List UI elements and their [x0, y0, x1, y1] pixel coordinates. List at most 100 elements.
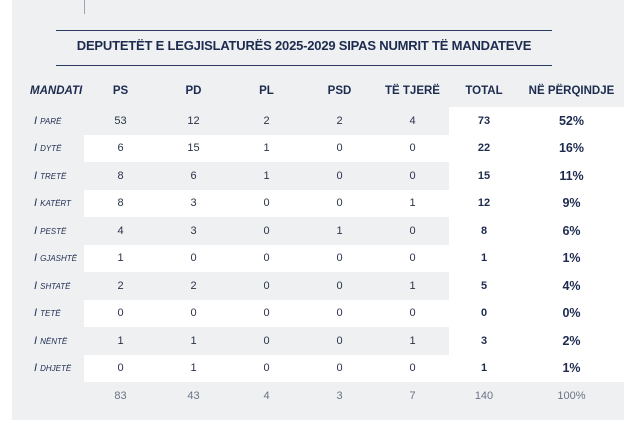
table-cell: 0	[230, 244, 303, 272]
row-label: I nëntë	[12, 327, 84, 355]
table-cell: 0	[230, 354, 303, 382]
row-label: I tretë	[12, 162, 84, 190]
column-header: PL	[259, 85, 274, 97]
total-cell: 8	[449, 217, 519, 245]
table-cell: 0	[230, 327, 303, 355]
table-cell: 3	[157, 189, 230, 217]
percent-cell: 1%	[519, 244, 624, 272]
total-cell: 73	[449, 107, 519, 135]
table-cell: 8	[84, 162, 157, 190]
total-cell: 15	[449, 162, 519, 190]
table-cell: 1	[376, 327, 449, 355]
table-cell: 1	[157, 327, 230, 355]
summary-percent: 100%	[519, 382, 624, 410]
table-cell: 6	[84, 134, 157, 162]
column-header: PD	[185, 85, 202, 97]
table-cell: 0	[303, 327, 376, 355]
row-label: I pestë	[12, 217, 84, 245]
table-cell: 0	[376, 217, 449, 245]
total-cell: 1	[449, 244, 519, 272]
title-rule-top	[56, 30, 552, 31]
column-header: TOTAL	[465, 85, 503, 97]
table-cell: 0	[303, 162, 376, 190]
table-cell: 6	[157, 162, 230, 190]
percent-cell: 9%	[519, 189, 624, 217]
percent-cell: 4%	[519, 272, 624, 300]
table-cell: 0	[230, 217, 303, 245]
table-row: I tretë 8 6 1 0 0 15 11%	[12, 162, 624, 190]
percent-cell: 52%	[519, 107, 624, 135]
row-label: I katërt	[12, 189, 84, 217]
table-cell: 2	[303, 107, 376, 135]
table-cell: 0	[303, 244, 376, 272]
table-cell: 0	[157, 244, 230, 272]
summary-label	[12, 382, 84, 410]
total-cell: 0	[449, 299, 519, 327]
total-cell: 22	[449, 134, 519, 162]
percent-cell: 16%	[519, 134, 624, 162]
total-cell: 12	[449, 189, 519, 217]
table-cell: 8	[84, 189, 157, 217]
table-cell: 0	[84, 354, 157, 382]
table-cell: 0	[376, 354, 449, 382]
table-row: I parë 53 12 2 2 4 73 52%	[12, 107, 624, 135]
table-cell: 1	[230, 162, 303, 190]
table-row: I pestë 4 3 0 1 0 8 6%	[12, 217, 624, 245]
summary-row: 83 43 4 3 7 140 100%	[12, 382, 624, 410]
divider	[84, 0, 85, 14]
table-cell: 1	[230, 134, 303, 162]
table-cell: 1	[303, 217, 376, 245]
column-header: PS	[112, 85, 129, 97]
column-header: PSD	[327, 85, 352, 97]
table-cell: 53	[84, 107, 157, 135]
percent-cell: 6%	[519, 217, 624, 245]
percent-cell: 11%	[519, 162, 624, 190]
title-rule-bottom	[56, 65, 552, 66]
table-row: I katërt 8 3 0 0 1 12 9%	[12, 189, 624, 217]
row-label: I gjashtë	[12, 244, 84, 272]
table-row: I dhjetë 0 1 0 0 0 1 1%	[12, 354, 624, 382]
table-cell: 0	[303, 134, 376, 162]
percent-cell: 1%	[519, 354, 624, 382]
percent-cell: 0%	[519, 299, 624, 327]
table-cell: 1	[84, 244, 157, 272]
total-cell: 5	[449, 272, 519, 300]
table-cell: 0	[376, 244, 449, 272]
table-cell: 0	[157, 299, 230, 327]
table-cell: 0	[303, 189, 376, 217]
table-cell: 4	[84, 217, 157, 245]
table-cell: 0	[84, 299, 157, 327]
table-cell: 1	[84, 327, 157, 355]
row-label: I parë	[12, 107, 84, 135]
row-label: I shtatë	[12, 272, 84, 300]
table-cell: 3	[157, 217, 230, 245]
table-cell: 0	[230, 189, 303, 217]
table-cell: 0	[376, 162, 449, 190]
summary-cell: 7	[376, 382, 449, 410]
row-label: I dhjetë	[12, 354, 84, 382]
summary-total: 140	[449, 382, 519, 410]
total-cell: 3	[449, 327, 519, 355]
table-cell: 2	[230, 107, 303, 135]
table-cell: 0	[303, 354, 376, 382]
mandates-table: MANDATI PS PD PL PSD TË TJERË TOTAL NË P…	[12, 75, 624, 410]
total-cell: 1	[449, 354, 519, 382]
row-label: I tetë	[12, 299, 84, 327]
table-cell: 0	[230, 272, 303, 300]
table-cell: 2	[157, 272, 230, 300]
table-cell: 0	[303, 272, 376, 300]
summary-cell: 3	[303, 382, 376, 410]
header-row: MANDATI PS PD PL PSD TË TJERË TOTAL NË P…	[12, 75, 624, 107]
row-label: I dytë	[12, 134, 84, 162]
table-cell: 1	[157, 354, 230, 382]
summary-cell: 83	[84, 382, 157, 410]
table-cell: 1	[376, 189, 449, 217]
table-cell: 1	[376, 272, 449, 300]
table-cell: 4	[376, 107, 449, 135]
table-cell: 12	[157, 107, 230, 135]
column-header: NË PËRQINDJE	[528, 85, 615, 97]
table-row: I gjashtë 1 0 0 0 0 1 1%	[12, 244, 624, 272]
column-header: MANDATI	[30, 85, 83, 97]
table-row: I tetë 0 0 0 0 0 0 0%	[12, 299, 624, 327]
table-row: I dytë 6 15 1 0 0 22 16%	[12, 134, 624, 162]
